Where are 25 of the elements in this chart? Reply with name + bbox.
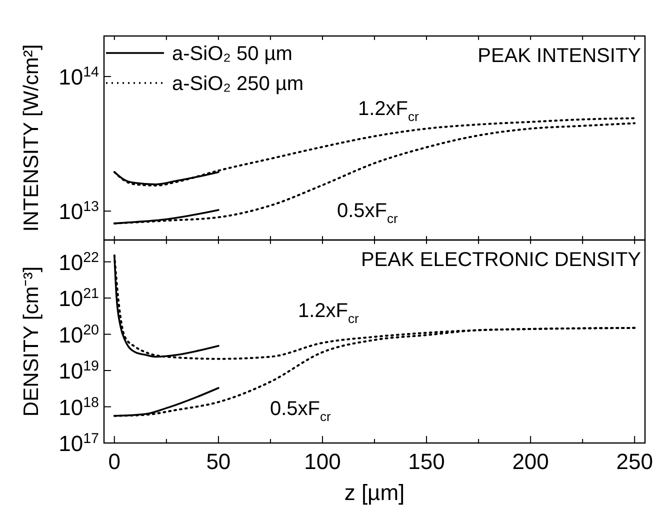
annotation: 1.2xF$_{cr}$ [358,98,420,124]
x-tick-label: 200 [512,449,549,474]
x-tick-label: 100 [304,449,341,474]
x-tick-label: 0 [108,449,121,474]
x-tick-label: 150 [408,449,445,474]
y-tick-label: 10$^{17}$ [58,431,100,456]
text: PEAK INTENSITY [478,45,641,67]
y-tick-label: 10$^{18}$ [58,394,100,420]
y-tick-label: 10$^{20}$ [58,322,100,348]
x-axis-title: z [µm] [344,480,405,505]
y-tick-label: 10$^{21}$ [58,286,100,312]
x-tick-label: 250 [616,449,653,474]
y-tick-label: 10$^{22}$ [58,250,100,275]
x-tick-label: 50 [206,449,231,474]
y-tick-label: 10$^{19}$ [58,358,100,384]
y-axis-title: INTENSITY [W/cm²] [20,44,43,232]
y-axis-title: DENSITY [cm⁻³] [20,266,43,417]
text: PEAK ELECTRONIC DENSITY [360,249,641,271]
annotation: 0.5xF$_{cr}$ [337,200,399,226]
annotation: 1.2xF$_{cr}$ [298,300,360,326]
y-tick-label: 10$^{13}$ [58,199,100,224]
annotation: 0.5xF$_{cr}$ [270,398,332,424]
legend-label: a-SiO₂ 50 µm [172,43,292,65]
y-tick-label: 10$^{14}$ [58,64,100,90]
legend-label: a-SiO₂ 250 µm [172,73,304,95]
